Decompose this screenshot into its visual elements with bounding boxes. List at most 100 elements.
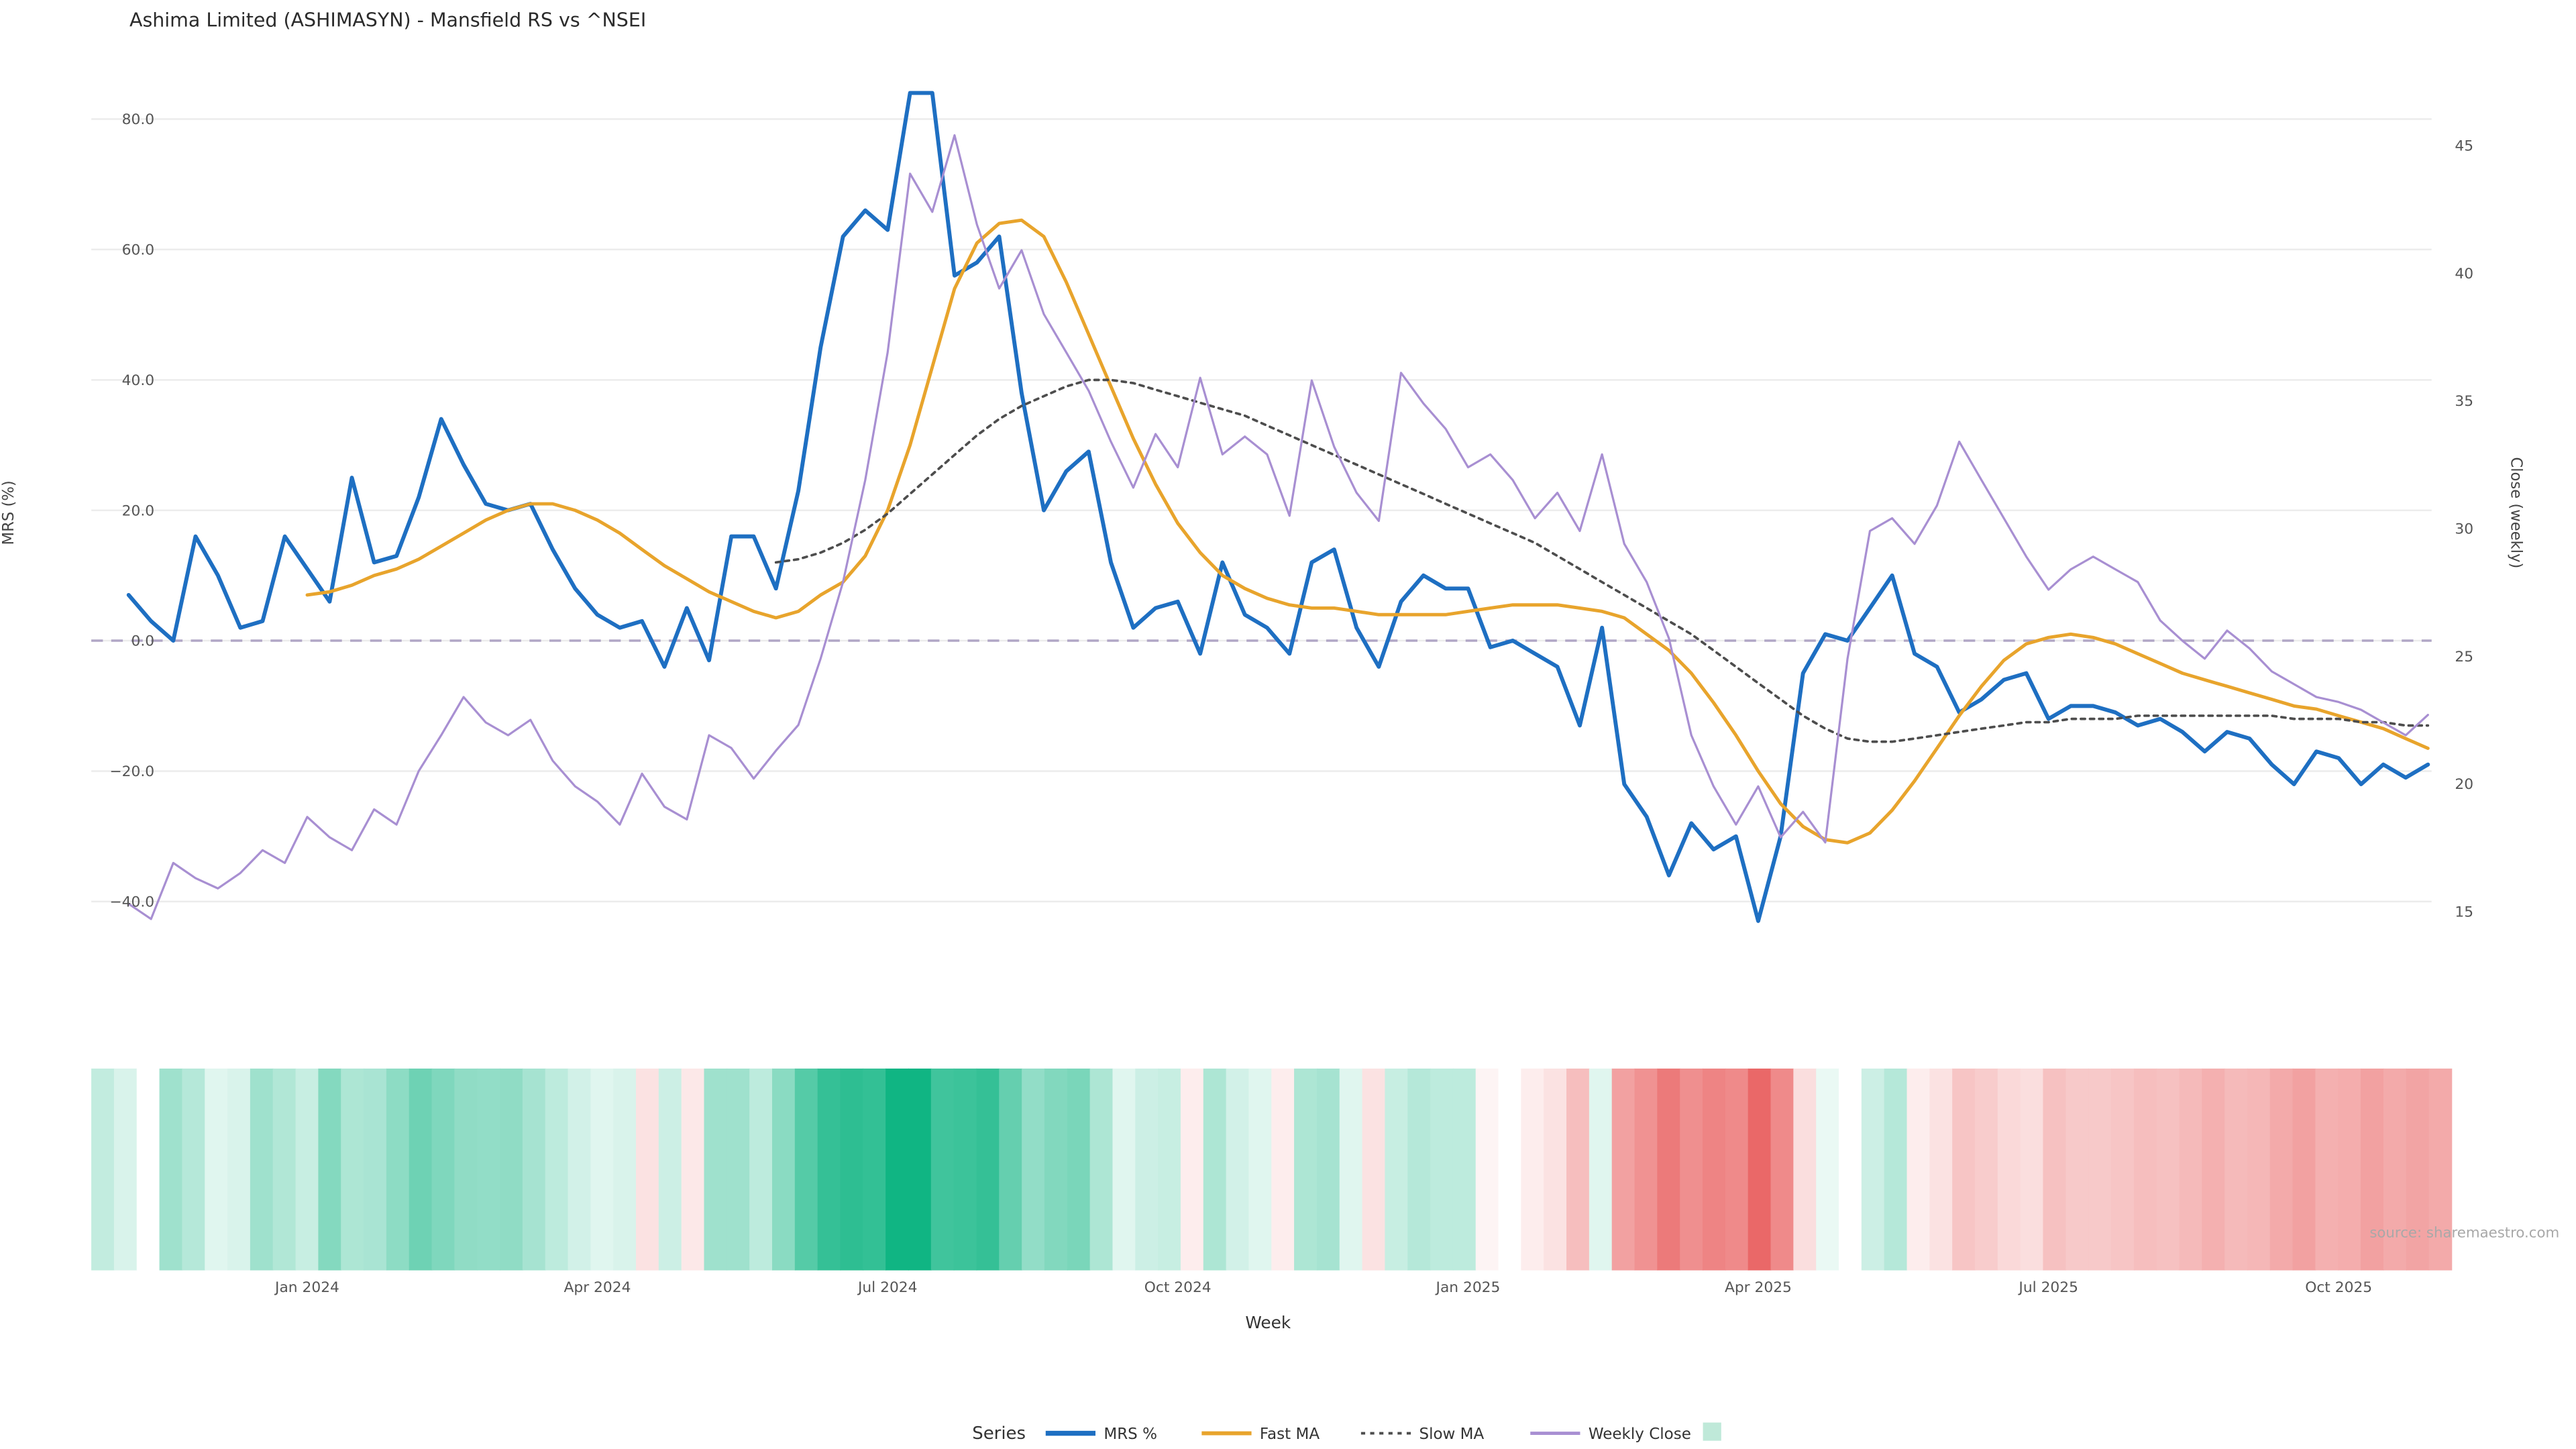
heat-cell xyxy=(1316,1068,1340,1271)
heat-cell xyxy=(953,1068,977,1271)
heat-cell xyxy=(1748,1068,1772,1271)
heat-cell xyxy=(1589,1068,1613,1271)
source-credit: source: sharemaestro.com xyxy=(2369,1224,2559,1241)
heat-cell xyxy=(2202,1068,2225,1271)
heat-cell xyxy=(1544,1068,1567,1271)
heat-cell xyxy=(227,1068,251,1271)
heat-cell xyxy=(431,1068,455,1271)
heat-cell xyxy=(91,1068,115,1271)
left-axis-tick-label: 60.0 xyxy=(122,242,154,259)
left-axis-tick-label: 80.0 xyxy=(122,111,154,128)
heat-cell xyxy=(341,1068,364,1271)
right-axis-tick-label: 25 xyxy=(2455,649,2473,665)
heat-cell xyxy=(908,1068,932,1271)
x-axis-tick-label: Oct 2025 xyxy=(2305,1279,2372,1296)
left-axis-tick-label: −40.0 xyxy=(109,894,154,911)
heat-cell xyxy=(1022,1068,1045,1271)
heat-cell xyxy=(885,1068,909,1271)
legend-label-weekly-close: Weekly Close xyxy=(1589,1426,1691,1443)
heat-cell xyxy=(1339,1068,1363,1271)
heat-cell xyxy=(727,1068,751,1271)
heat-cell xyxy=(1226,1068,1250,1271)
heat-cell xyxy=(318,1068,342,1271)
heat-cell xyxy=(568,1068,592,1271)
right-axis-tick-label: 30 xyxy=(2455,521,2473,537)
heat-cell xyxy=(1975,1068,1998,1271)
heat-cell xyxy=(2315,1068,2339,1271)
axis-tick-labels: 80.0 60.0 40.0 20.0 0.0 −20.0 −40.0 45 40 35 30 25 2… xyxy=(109,111,2473,1296)
heat-cell xyxy=(364,1068,387,1271)
slow-ma-line xyxy=(774,378,2430,743)
x-axis-tick-label: Jul 2024 xyxy=(857,1279,918,1296)
right-axis-tick-label: 35 xyxy=(2455,393,2473,410)
heat-cell xyxy=(681,1068,705,1271)
heat-cell xyxy=(1521,1068,1545,1271)
y-axis-left-label: MRS (%) xyxy=(0,480,17,545)
legend-label-fast-ma: Fast MA xyxy=(1260,1426,1320,1443)
heat-cell xyxy=(2338,1068,2361,1271)
heat-cell xyxy=(409,1068,433,1271)
heat-cell xyxy=(1839,1068,1862,1271)
heat-cell xyxy=(1680,1068,1703,1271)
right-axis-tick-label: 45 xyxy=(2455,138,2473,155)
heat-cell xyxy=(590,1068,614,1271)
heat-cell xyxy=(2292,1068,2316,1271)
heat-cell xyxy=(205,1068,228,1271)
right-axis-tick-label: 20 xyxy=(2455,776,2473,793)
heat-cell xyxy=(250,1068,274,1271)
heat-cell xyxy=(2133,1068,2157,1271)
heat-cell xyxy=(1952,1068,1976,1271)
heat-cell xyxy=(2224,1068,2248,1271)
heat-cell xyxy=(704,1068,728,1271)
left-axis-tick-label: −20.0 xyxy=(109,763,154,780)
heat-cell xyxy=(1180,1068,1204,1271)
heat-cell xyxy=(1067,1068,1091,1271)
heat-cell xyxy=(1929,1068,1953,1271)
heat-cell xyxy=(295,1068,319,1271)
series-lines xyxy=(126,91,2430,923)
heat-cell xyxy=(500,1068,523,1271)
heat-cell xyxy=(2361,1068,2384,1271)
heat-cell xyxy=(1135,1068,1159,1271)
fast-ma-line xyxy=(305,218,2430,845)
heat-cell xyxy=(1703,1068,1726,1271)
heat-cell xyxy=(1248,1068,1273,1271)
heat-cell xyxy=(1634,1068,1658,1271)
heat-cell xyxy=(1907,1068,1931,1271)
heat-cell xyxy=(1294,1068,1318,1271)
heat-cell xyxy=(749,1068,773,1271)
x-axis-tick-label: Apr 2025 xyxy=(1725,1279,1792,1296)
heat-cell xyxy=(2406,1068,2430,1271)
heat-cell xyxy=(1203,1068,1227,1271)
heat-cell xyxy=(1271,1068,1295,1271)
mrs-line xyxy=(126,91,2430,923)
heat-cell xyxy=(1112,1068,1136,1271)
heat-cell xyxy=(1385,1068,1409,1271)
heat-cell xyxy=(613,1068,637,1271)
heat-cell xyxy=(1475,1068,1499,1271)
right-axis-tick-label: 15 xyxy=(2455,904,2473,920)
heat-cell xyxy=(136,1068,160,1271)
heat-cell xyxy=(1611,1068,1635,1271)
heat-cell xyxy=(840,1068,864,1271)
heat-cell xyxy=(999,1068,1022,1271)
heat-cell xyxy=(794,1068,818,1271)
heat-cell xyxy=(2428,1068,2453,1271)
x-axis-label: Week xyxy=(1245,1313,1291,1332)
heat-cell xyxy=(771,1068,796,1271)
x-axis-tick-label: Jan 2025 xyxy=(1435,1279,1501,1296)
heatmap-strip xyxy=(91,1068,2453,1271)
heat-cell xyxy=(386,1068,410,1271)
legend-title: Series xyxy=(972,1424,1026,1444)
heat-cell xyxy=(1089,1068,1114,1271)
heat-cell xyxy=(2020,1068,2044,1271)
chart-title: Ashima Limited (ASHIMASYN) - Mansfield R… xyxy=(129,9,646,31)
heat-cell xyxy=(522,1068,546,1271)
heat-cell xyxy=(272,1068,297,1271)
heat-cell xyxy=(2088,1068,2112,1271)
grid-layer xyxy=(91,118,2432,903)
heat-cell xyxy=(2156,1068,2180,1271)
x-axis-tick-label: Apr 2024 xyxy=(564,1279,631,1296)
heat-cell xyxy=(1430,1068,1454,1271)
